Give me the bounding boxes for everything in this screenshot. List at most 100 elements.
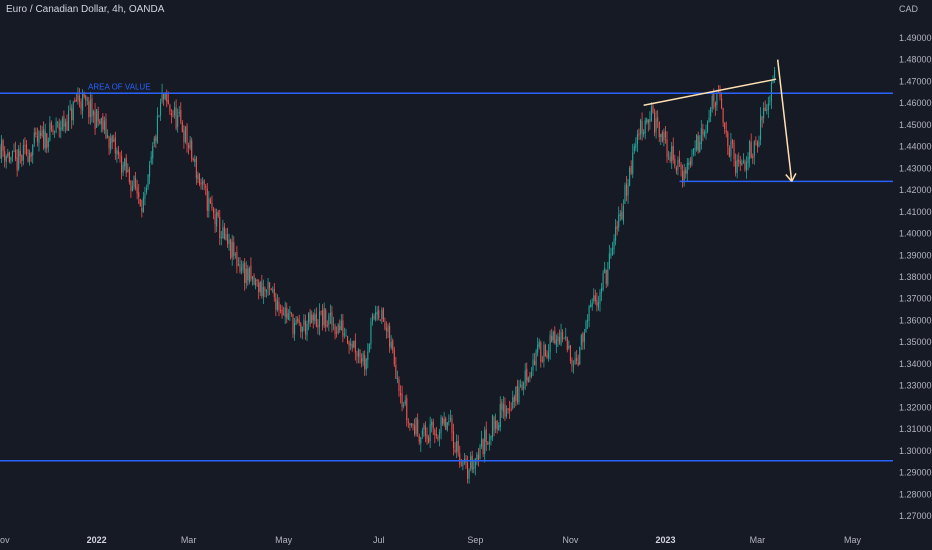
candle-body (150, 156, 152, 163)
candle-body (625, 183, 628, 197)
candle-body (309, 311, 311, 325)
candle-body (206, 188, 208, 211)
candle-body (711, 95, 713, 109)
candle-body (696, 134, 698, 150)
candle-body (169, 105, 171, 112)
candle-body (219, 216, 221, 239)
candle-body (706, 121, 709, 132)
candle-body (456, 440, 458, 452)
candle-body (22, 145, 24, 161)
candle-body (300, 324, 302, 332)
candle-body (61, 118, 63, 129)
candle-body (139, 198, 141, 207)
candle-body (85, 95, 87, 101)
candle-body (745, 161, 748, 171)
candle-body (94, 111, 96, 130)
candle-body (509, 409, 511, 411)
candle-body (414, 425, 416, 434)
candle-body (406, 398, 408, 421)
y-tick-label: 1.45000 (899, 120, 932, 130)
candle-body (759, 114, 762, 141)
candle-body (141, 207, 143, 212)
candle-body (719, 91, 721, 97)
candle-body (172, 116, 174, 118)
candle-body (560, 332, 562, 345)
candle-body (549, 334, 551, 353)
candle-body (375, 312, 377, 320)
candle-body (485, 429, 487, 443)
candle-body (398, 379, 400, 391)
candle-body (538, 341, 540, 347)
candle-body (755, 139, 757, 141)
candle-body (124, 158, 126, 167)
candle-body (772, 78, 774, 83)
candle-body (627, 185, 629, 196)
candle-body (452, 431, 455, 449)
candle-body (540, 342, 542, 362)
candle-body (361, 358, 363, 363)
candle-body (716, 92, 718, 106)
candle-body (713, 93, 715, 101)
y-tick-label: 1.41000 (899, 207, 932, 217)
candle-body (183, 130, 185, 143)
candle-body (387, 326, 389, 333)
candle-body (345, 335, 347, 336)
candle-body (186, 126, 188, 145)
candle-body (315, 313, 317, 327)
candle-body (512, 397, 514, 408)
candle-body (234, 253, 236, 256)
candle-body (226, 234, 229, 245)
candle-body (622, 205, 624, 222)
candle-body (376, 311, 378, 315)
candle-body (214, 214, 216, 225)
candle-body (242, 263, 244, 269)
projection-arrow[interactable] (776, 59, 793, 182)
y-tick-label: 1.28000 (899, 489, 932, 499)
candle-body (170, 113, 172, 116)
candle-body (362, 353, 364, 362)
candle-body (717, 90, 720, 92)
candle-body (519, 384, 522, 387)
x-tick-label: May (275, 535, 293, 545)
candle-body (77, 94, 79, 101)
candle-body (437, 437, 439, 440)
candle-body (738, 159, 740, 162)
candle-body (608, 253, 610, 269)
candle-body (435, 434, 437, 436)
candle-body (555, 339, 557, 346)
candle-body (326, 325, 328, 327)
candle-body (283, 314, 285, 316)
candle-body (38, 131, 40, 144)
price-axis[interactable]: 1.27000 1.28000 1.29000 1.30000 1.31000 1.320… (899, 33, 932, 521)
candle-body (744, 161, 746, 170)
candle-body (685, 169, 687, 174)
candle-body (470, 456, 472, 469)
candle-body (761, 116, 763, 121)
candle-body (724, 122, 726, 130)
candle-body (481, 438, 483, 447)
y-tick-label: 1.34000 (899, 359, 932, 369)
candle-body (758, 141, 760, 147)
candle-body (16, 157, 18, 171)
candle-body (19, 150, 21, 157)
candle-body (32, 144, 34, 156)
candle-body (756, 142, 758, 147)
rising-wedge-line[interactable] (643, 78, 777, 106)
candle-body (498, 425, 500, 430)
y-tick-label: 1.49000 (899, 33, 932, 43)
candle-body (265, 289, 268, 293)
time-axis[interactable]: Nov 2022 Mar May Jul Sep Nov 2023 Mar May (0, 535, 861, 545)
candle-body (1, 139, 3, 159)
candle-body (610, 254, 612, 256)
candle-body (451, 418, 453, 433)
candle-body (8, 151, 10, 162)
candle-body (258, 282, 260, 293)
candle-body (325, 309, 327, 327)
candle-body (552, 332, 554, 341)
x-tick-label: 2023 (655, 535, 675, 545)
candle-body (117, 150, 119, 155)
candle-body (245, 268, 247, 284)
candle-body (301, 326, 303, 332)
candle-body (544, 344, 547, 356)
